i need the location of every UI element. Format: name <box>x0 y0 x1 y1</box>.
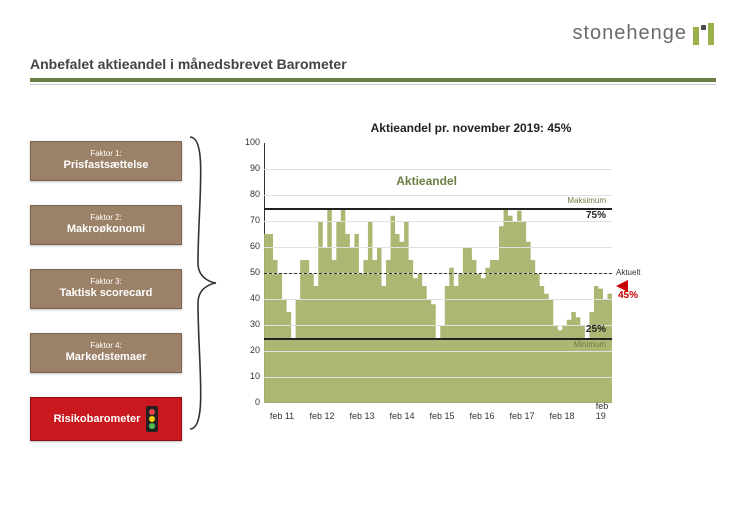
factor-box-2: Faktor 2: Makroøkonomi <box>30 205 182 245</box>
gridline <box>264 221 612 222</box>
y-tick-label: 10 <box>232 371 260 381</box>
factor-box-4: Faktor 4: Markedstemaer <box>30 333 182 373</box>
x-tick-label: feb 11 <box>270 411 294 421</box>
y-tick-label: 20 <box>232 345 260 355</box>
factor-label-small: Faktor 4: <box>35 341 177 350</box>
x-tick-label: feb 16 <box>469 411 494 421</box>
gridline <box>264 195 612 196</box>
y-tick-label: 0 <box>232 397 260 407</box>
y-tick-label: 80 <box>232 189 260 199</box>
x-tick-label: feb 19 <box>596 401 609 421</box>
x-tick-label: feb 14 <box>389 411 414 421</box>
ref-line <box>264 208 612 210</box>
ref-line <box>264 338 612 340</box>
chart-annotation: 25% <box>586 324 606 335</box>
y-tick-label: 100 <box>232 137 260 147</box>
chart-column: Aktieandel pr. november 2019: 45% 0 10 20 3… <box>222 121 716 441</box>
current-pct: 45% <box>618 290 638 301</box>
factor-label-small: Faktor 2: <box>35 213 177 222</box>
traffic-light-icon <box>146 406 158 432</box>
gridline <box>264 169 612 170</box>
gridline <box>264 377 612 378</box>
factor-box-3: Faktor 3: Taktisk scorecard <box>30 269 182 309</box>
gridline <box>264 247 612 248</box>
risk-label: Risikobarometer <box>54 413 141 425</box>
factor-box-1: Faktor 1: Prisfastsættelse <box>30 141 182 181</box>
page-title: Anbefalet aktieandel i månedsbrevet Baro… <box>30 56 716 72</box>
x-tick-label: feb 12 <box>309 411 334 421</box>
divider-grey <box>30 84 716 85</box>
x-tick-label: feb 13 <box>349 411 374 421</box>
chart-annotation: 75% <box>586 210 606 221</box>
brace <box>182 121 222 441</box>
gridline <box>264 351 612 352</box>
brand-logo-mark <box>693 23 714 45</box>
divider-green <box>30 78 716 82</box>
dashed-ref-line <box>264 273 612 274</box>
factor-label-main: Taktisk scorecard <box>35 287 177 299</box>
chart-title: Aktieandel pr. november 2019: 45% <box>226 121 716 135</box>
y-tick-label: 70 <box>232 215 260 225</box>
brand-logo-text: stonehenge <box>572 22 687 45</box>
chart-annotation: Minimum <box>574 340 606 349</box>
aktieandel-chart: 0 10 20 30 40 50 60 70 80 90 100 feb 11 feb 12 feb 13… <box>232 137 612 427</box>
brand-logo: stonehenge <box>572 22 714 45</box>
gridline <box>264 325 612 326</box>
x-tick-label: feb 15 <box>429 411 454 421</box>
series-label: Aktieandel <box>396 174 457 188</box>
y-tick-label: 60 <box>232 241 260 251</box>
factor-label-main: Markedstemaer <box>35 351 177 363</box>
x-tick-label: feb 18 <box>549 411 574 421</box>
y-tick-label: 30 <box>232 319 260 329</box>
x-tick-label: feb 17 <box>509 411 534 421</box>
y-tick-label: 40 <box>232 293 260 303</box>
current-label: Aktuelt <box>616 268 640 277</box>
factor-label-small: Faktor 3: <box>35 277 177 286</box>
factor-sidebar: Faktor 1: Prisfastsættelse Faktor 2: Makr… <box>30 141 182 441</box>
gridline <box>264 299 612 300</box>
risk-box: Risikobarometer <box>30 397 182 441</box>
factor-label-main: Makroøkonomi <box>35 223 177 235</box>
chart-annotation: Maksimum <box>567 196 606 205</box>
y-tick-label: 50 <box>232 267 260 277</box>
factor-label-small: Faktor 1: <box>35 149 177 158</box>
factor-label-main: Prisfastsættelse <box>35 159 177 171</box>
y-tick-label: 90 <box>232 163 260 173</box>
